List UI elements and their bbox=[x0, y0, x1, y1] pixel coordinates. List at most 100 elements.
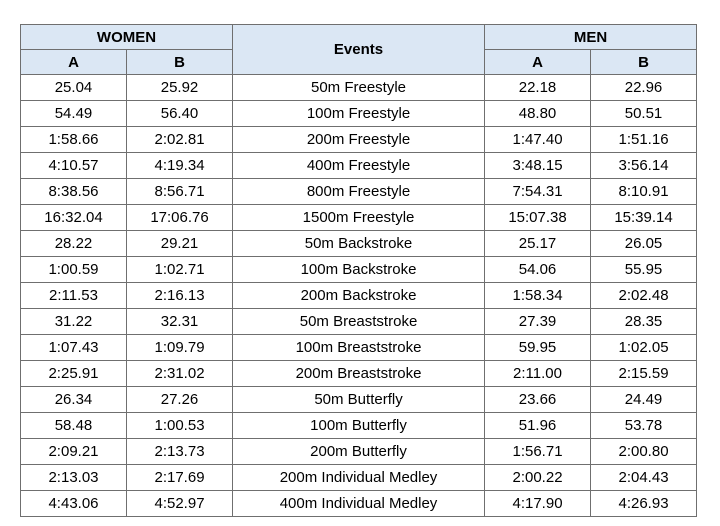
table-row: 2:13.03 2:17.69 200m Individual Medley 2:00… bbox=[20, 464, 698, 491]
header-row-groups: WOMEN Events MEN bbox=[19, 24, 698, 75]
women-b-cell: 1:09.79 bbox=[125, 334, 234, 361]
men-b-cell: 2:15.59 bbox=[590, 360, 698, 387]
table-row: 8:38.56 8:56.71 800m Freestyle 7:54.31 8:10.… bbox=[20, 178, 698, 205]
women-b-cell: 2:17.69 bbox=[125, 464, 234, 491]
table-body: 25.04 25.92 50m Freestyle 22.18 22.96 54.49 56… bbox=[20, 74, 698, 517]
men-a-cell: 23.66 bbox=[484, 386, 592, 413]
women-a-cell: 58.48 bbox=[20, 412, 127, 439]
events-header: Events bbox=[232, 24, 486, 75]
men-b-cell: 2:00.80 bbox=[590, 438, 698, 465]
women-a-cell: 8:38.56 bbox=[20, 178, 127, 205]
event-name-cell: 100m Freestyle bbox=[232, 100, 486, 127]
men-a-cell: 1:58.34 bbox=[484, 282, 592, 309]
men-b-cell: 50.51 bbox=[590, 100, 698, 127]
men-a-cell: 59.95 bbox=[484, 334, 592, 361]
women-b-cell: 27.26 bbox=[125, 386, 234, 413]
event-name-cell: 100m Breaststroke bbox=[232, 334, 486, 361]
women-b-cell: 2:02.81 bbox=[125, 126, 234, 153]
event-name-cell: 50m Butterfly bbox=[232, 386, 486, 413]
women-b-cell: 29.21 bbox=[125, 230, 234, 257]
men-a-cell: 25.17 bbox=[484, 230, 592, 257]
men-b-cell: 3:56.14 bbox=[590, 152, 698, 179]
women-b-cell: 4:52.97 bbox=[125, 490, 234, 517]
table-row: 25.04 25.92 50m Freestyle 22.18 22.96 bbox=[20, 74, 698, 101]
men-a-cell: 54.06 bbox=[484, 256, 592, 283]
table-row: 2:11.53 2:16.13 200m Backstroke 1:58.34 2:02… bbox=[20, 282, 698, 309]
men-b-cell: 15:39.14 bbox=[590, 204, 698, 231]
women-a-cell: 2:09.21 bbox=[20, 438, 127, 465]
women-a-cell: 2:11.53 bbox=[20, 282, 127, 309]
table-row: 28.22 29.21 50m Backstroke 25.17 26.05 bbox=[20, 230, 698, 257]
table-row: 1:07.43 1:09.79 100m Breaststroke 59.95 1:02… bbox=[20, 334, 698, 361]
table-row: 4:43.06 4:52.97 400m Individual Medley 4:17… bbox=[20, 490, 698, 517]
men-a-cell: 1:56.71 bbox=[484, 438, 592, 465]
table-row: 1:58.66 2:02.81 200m Freestyle 1:47.40 1:51.… bbox=[20, 126, 698, 153]
header-row-subcolumns: A B A B bbox=[20, 49, 698, 75]
women-a-cell: 2:25.91 bbox=[20, 360, 127, 387]
qualifying-times-table: WOMEN Events MEN A B A B 25.04 25.92 50m F… bbox=[19, 24, 698, 517]
women-a-cell: 2:13.03 bbox=[20, 464, 127, 491]
men-b-cell: 8:10.91 bbox=[590, 178, 698, 205]
women-b-cell: 1:00.53 bbox=[125, 412, 234, 439]
event-name-cell: 100m Backstroke bbox=[232, 256, 486, 283]
table-row: 1:00.59 1:02.71 100m Backstroke 54.06 55.95 bbox=[20, 256, 698, 283]
table-header: WOMEN Events MEN A B A B bbox=[19, 24, 698, 75]
women-a-cell: 1:00.59 bbox=[20, 256, 127, 283]
women-b-header: B bbox=[125, 49, 234, 75]
women-b-cell: 2:13.73 bbox=[125, 438, 234, 465]
women-a-cell: 31.22 bbox=[20, 308, 127, 335]
event-name-cell: 200m Individual Medley bbox=[232, 464, 486, 491]
women-b-cell: 1:02.71 bbox=[125, 256, 234, 283]
men-b-cell: 53.78 bbox=[590, 412, 698, 439]
men-b-cell: 4:26.93 bbox=[590, 490, 698, 517]
women-b-cell: 32.31 bbox=[125, 308, 234, 335]
women-a-cell: 4:10.57 bbox=[20, 152, 127, 179]
men-a-header: A bbox=[484, 49, 592, 75]
women-b-cell: 25.92 bbox=[125, 74, 234, 101]
men-a-cell: 2:00.22 bbox=[484, 464, 592, 491]
men-a-cell: 27.39 bbox=[484, 308, 592, 335]
women-a-cell: 26.34 bbox=[20, 386, 127, 413]
table-row: 2:09.21 2:13.73 200m Butterfly 1:56.71 2:00.… bbox=[20, 438, 698, 465]
men-b-cell: 1:51.16 bbox=[590, 126, 698, 153]
men-a-cell: 7:54.31 bbox=[484, 178, 592, 205]
table-row: 2:25.91 2:31.02 200m Breaststroke 2:11.00 2:… bbox=[20, 360, 698, 387]
table-row: 31.22 32.31 50m Breaststroke 27.39 28.35 bbox=[20, 308, 698, 335]
table-row: 16:32.04 17:06.76 1500m Freestyle 15:07.38 1… bbox=[20, 204, 698, 231]
women-a-cell: 54.49 bbox=[20, 100, 127, 127]
men-group-header: MEN bbox=[484, 24, 698, 50]
men-b-cell: 2:04.43 bbox=[590, 464, 698, 491]
men-a-cell: 48.80 bbox=[484, 100, 592, 127]
women-a-cell: 1:07.43 bbox=[20, 334, 127, 361]
men-b-cell: 2:02.48 bbox=[590, 282, 698, 309]
men-a-cell: 22.18 bbox=[484, 74, 592, 101]
women-a-cell: 28.22 bbox=[20, 230, 127, 257]
women-a-cell: 4:43.06 bbox=[20, 490, 127, 517]
men-b-cell: 24.49 bbox=[590, 386, 698, 413]
women-b-cell: 2:16.13 bbox=[125, 282, 234, 309]
event-name-cell: 1500m Freestyle bbox=[232, 204, 486, 231]
table-row: 54.49 56.40 100m Freestyle 48.80 50.51 bbox=[20, 100, 698, 127]
women-b-cell: 2:31.02 bbox=[125, 360, 234, 387]
event-name-cell: 400m Freestyle bbox=[232, 152, 486, 179]
men-b-cell: 26.05 bbox=[590, 230, 698, 257]
event-name-cell: 200m Butterfly bbox=[232, 438, 486, 465]
table-row: 4:10.57 4:19.34 400m Freestyle 3:48.15 3:56.… bbox=[20, 152, 698, 179]
men-b-cell: 28.35 bbox=[590, 308, 698, 335]
men-a-cell: 3:48.15 bbox=[484, 152, 592, 179]
women-b-cell: 56.40 bbox=[125, 100, 234, 127]
men-a-cell: 4:17.90 bbox=[484, 490, 592, 517]
women-a-cell: 1:58.66 bbox=[20, 126, 127, 153]
event-name-cell: 800m Freestyle bbox=[232, 178, 486, 205]
table-row: 58.48 1:00.53 100m Butterfly 51.96 53.78 bbox=[20, 412, 698, 439]
women-a-cell: 25.04 bbox=[20, 74, 127, 101]
men-a-cell: 15:07.38 bbox=[484, 204, 592, 231]
event-name-cell: 50m Backstroke bbox=[232, 230, 486, 257]
women-b-cell: 17:06.76 bbox=[125, 204, 234, 231]
event-name-cell: 200m Freestyle bbox=[232, 126, 486, 153]
table-row: 26.34 27.26 50m Butterfly 23.66 24.49 bbox=[20, 386, 698, 413]
men-a-cell: 51.96 bbox=[484, 412, 592, 439]
women-group-header: WOMEN bbox=[19, 24, 234, 50]
men-b-header: B bbox=[590, 49, 698, 75]
event-name-cell: 200m Backstroke bbox=[232, 282, 486, 309]
